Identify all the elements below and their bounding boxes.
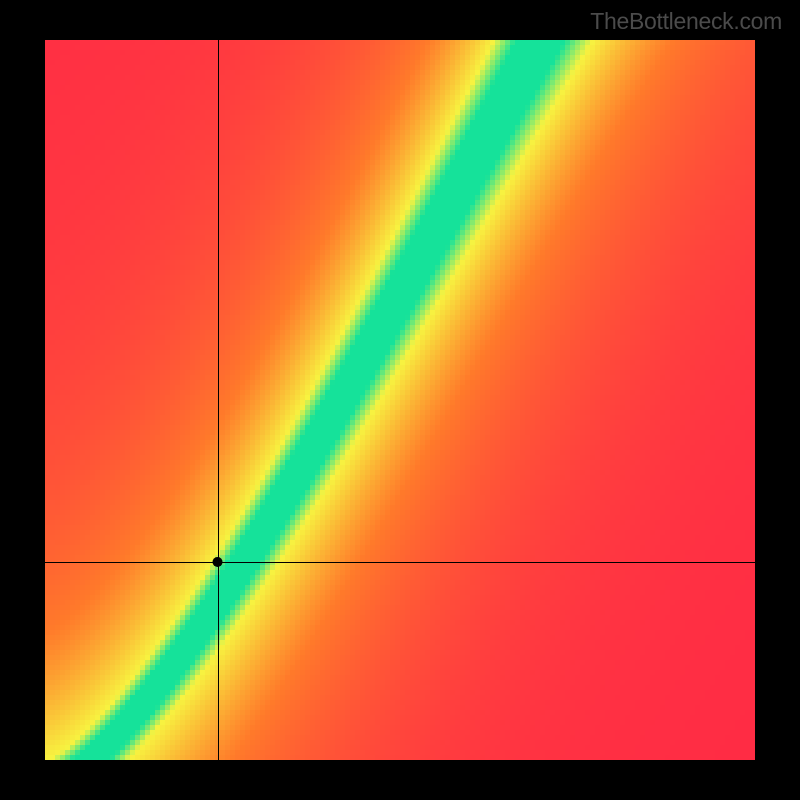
watermark-text: TheBottleneck.com — [590, 8, 782, 35]
heatmap-canvas — [0, 0, 800, 800]
chart-container: TheBottleneck.com — [0, 0, 800, 800]
